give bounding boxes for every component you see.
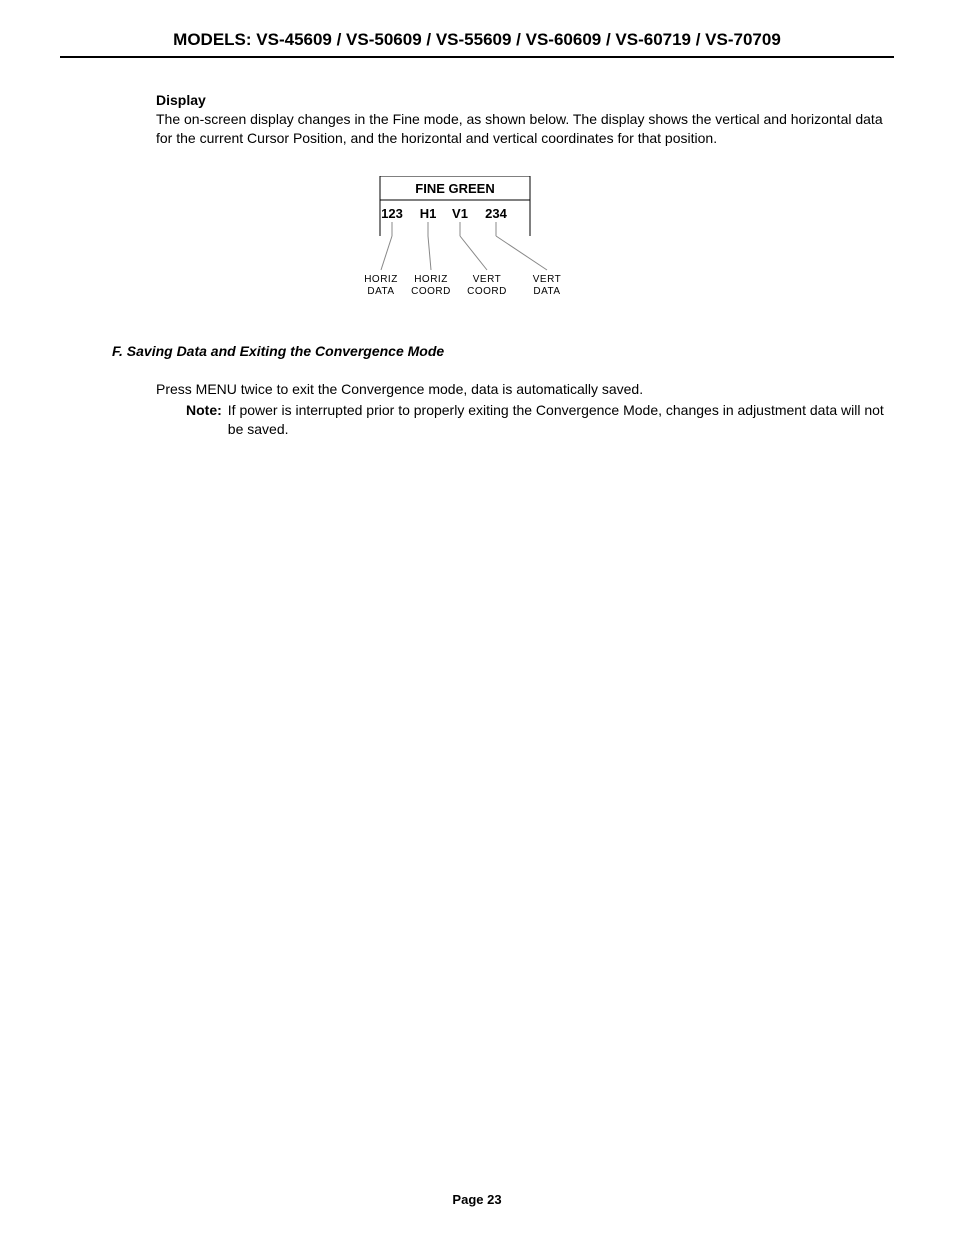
page: MODELS: VS-45609 / VS-50609 / VS-55609 /… bbox=[0, 0, 954, 1235]
label-vert-data: VERT DATA bbox=[522, 274, 572, 297]
label-vert-coord: VERT COORD bbox=[462, 274, 512, 297]
svg-text:234: 234 bbox=[485, 206, 507, 221]
note-text: If power is interrupted prior to properl… bbox=[228, 401, 896, 439]
svg-text:H1: H1 bbox=[420, 206, 437, 221]
note-row: Note: If power is interrupted prior to p… bbox=[156, 401, 896, 439]
page-number: Page 23 bbox=[0, 1192, 954, 1207]
svg-text:FINE GREEN: FINE GREEN bbox=[415, 181, 494, 196]
section-f-body-text: Press MENU twice to exit the Convergence… bbox=[156, 380, 896, 399]
display-body-text: The on-screen display changes in the Fin… bbox=[156, 110, 886, 148]
note-label: Note: bbox=[186, 401, 228, 439]
label-horiz-data: HORIZ DATA bbox=[356, 274, 406, 297]
section-f-heading: F. Saving Data and Exiting the Convergen… bbox=[112, 343, 444, 359]
svg-text:V1: V1 bbox=[452, 206, 468, 221]
section-f-body: Press MENU twice to exit the Convergence… bbox=[156, 380, 896, 439]
svg-text:123: 123 bbox=[381, 206, 403, 221]
display-heading: Display bbox=[156, 92, 206, 108]
models-header: MODELS: VS-45609 / VS-50609 / VS-55609 /… bbox=[60, 30, 894, 58]
fine-mode-diagram: FINE GREEN 123 H1 V1 234 HORIZ DATA HORIZ CO… bbox=[350, 176, 580, 316]
label-horiz-coord: HORIZ COORD bbox=[406, 274, 456, 297]
